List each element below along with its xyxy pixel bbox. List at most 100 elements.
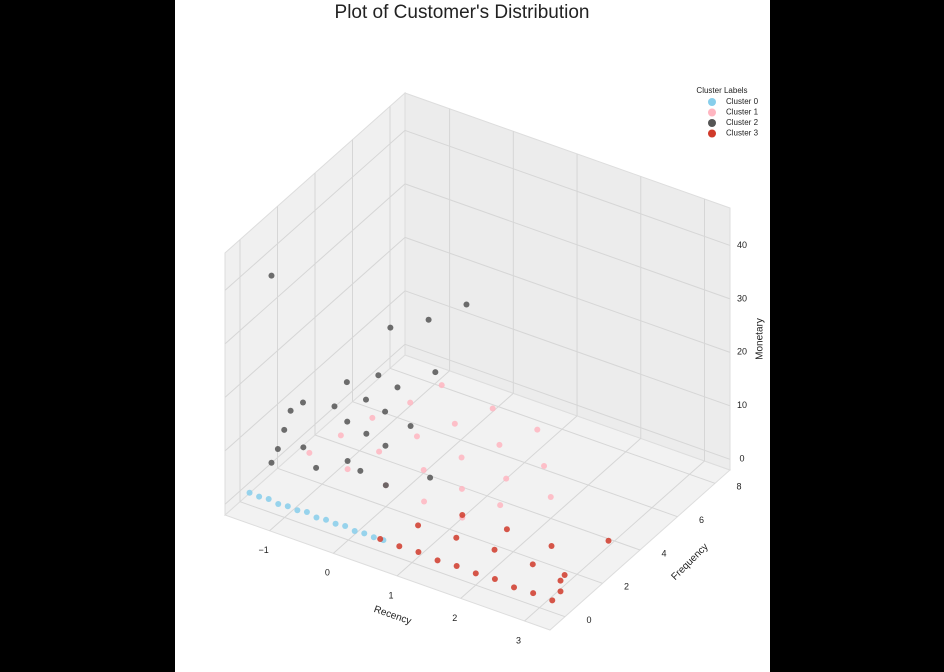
legend: Cluster Labels Cluster 0 Cluster 1Cluster …: [696, 86, 758, 138]
legend-label: Cluster 2: [726, 118, 759, 127]
point: [361, 530, 368, 537]
point: [534, 426, 541, 433]
point: [331, 403, 338, 410]
point: [281, 426, 288, 433]
point: [287, 407, 294, 414]
point: [303, 508, 310, 515]
legend-label: Cluster 1: [726, 108, 759, 117]
point: [497, 502, 504, 509]
grid-line: [314, 434, 641, 551]
point: [459, 512, 466, 519]
point: [458, 485, 465, 492]
point: [382, 442, 389, 449]
point: [382, 482, 389, 489]
point: [529, 561, 536, 568]
y-tick-label: 6: [699, 515, 704, 525]
point: [337, 432, 344, 439]
point: [420, 467, 427, 474]
legend-title: Cluster Labels: [696, 86, 747, 95]
point: [561, 572, 568, 579]
z-tick-label: 10: [737, 400, 747, 410]
back-pane: [404, 92, 731, 471]
point: [549, 597, 556, 604]
x-tick-label: 2: [452, 613, 457, 623]
grid-line: [404, 236, 731, 353]
point: [407, 399, 414, 406]
y-tick-label: 8: [736, 482, 741, 492]
point: [382, 408, 389, 415]
point: [284, 503, 291, 510]
point: [453, 563, 460, 570]
grid-line: [224, 290, 406, 452]
z-tick-label: 20: [737, 347, 747, 357]
point: [415, 548, 422, 555]
grid-line: [352, 401, 678, 518]
x-tick-label: −1: [258, 545, 268, 555]
point: [491, 576, 498, 583]
point: [548, 543, 555, 550]
point: [530, 590, 537, 597]
point: [394, 384, 401, 391]
grid-line: [239, 501, 566, 618]
z-tick-label: 0: [739, 454, 744, 464]
point: [370, 534, 377, 541]
point: [547, 494, 554, 501]
point: [605, 537, 612, 544]
point: [427, 474, 434, 481]
point: [463, 301, 470, 308]
y-tick-label: 0: [586, 615, 591, 625]
point: [472, 570, 479, 577]
point: [503, 475, 510, 482]
grid-line: [404, 183, 731, 300]
point: [489, 405, 496, 412]
point: [557, 577, 564, 584]
point: [453, 534, 460, 541]
grid-line: [404, 343, 731, 460]
x-tick-label: 0: [325, 568, 330, 578]
z-tick-label: 30: [737, 293, 747, 303]
point: [299, 399, 306, 406]
grid-line: [224, 130, 406, 291]
legend-marker: [708, 108, 716, 117]
point: [491, 546, 498, 553]
point: [407, 423, 414, 430]
point: [396, 543, 403, 550]
point: [344, 466, 351, 473]
point: [458, 454, 465, 461]
point: [313, 514, 320, 521]
grid-line: [277, 467, 603, 584]
point: [511, 584, 518, 591]
point: [313, 464, 320, 471]
legend-marker: [708, 98, 716, 106]
legend-marker: [708, 129, 716, 138]
point: [246, 489, 253, 496]
point: [541, 463, 548, 470]
point: [377, 535, 384, 542]
grid-line: [224, 343, 406, 505]
point: [376, 448, 383, 455]
point: [323, 516, 330, 523]
z-axis-label: Monetary: [755, 318, 766, 360]
z-tick-label: 40: [737, 240, 747, 250]
point: [275, 500, 282, 507]
x-tick-label: 1: [389, 590, 394, 600]
point: [300, 444, 307, 451]
point: [344, 418, 351, 425]
point: [306, 449, 313, 456]
point: [362, 396, 369, 403]
point: [557, 588, 564, 595]
point: [369, 414, 376, 421]
point: [332, 520, 339, 527]
point: [438, 382, 445, 389]
point: [503, 526, 510, 533]
point: [387, 324, 394, 331]
point: [451, 420, 458, 427]
y-tick-label: 2: [624, 582, 629, 592]
point: [268, 272, 275, 279]
point: [413, 433, 420, 440]
legend-marker: [708, 119, 716, 127]
point: [425, 316, 432, 323]
legend-label: Cluster 0: [726, 97, 759, 106]
point: [265, 495, 272, 502]
